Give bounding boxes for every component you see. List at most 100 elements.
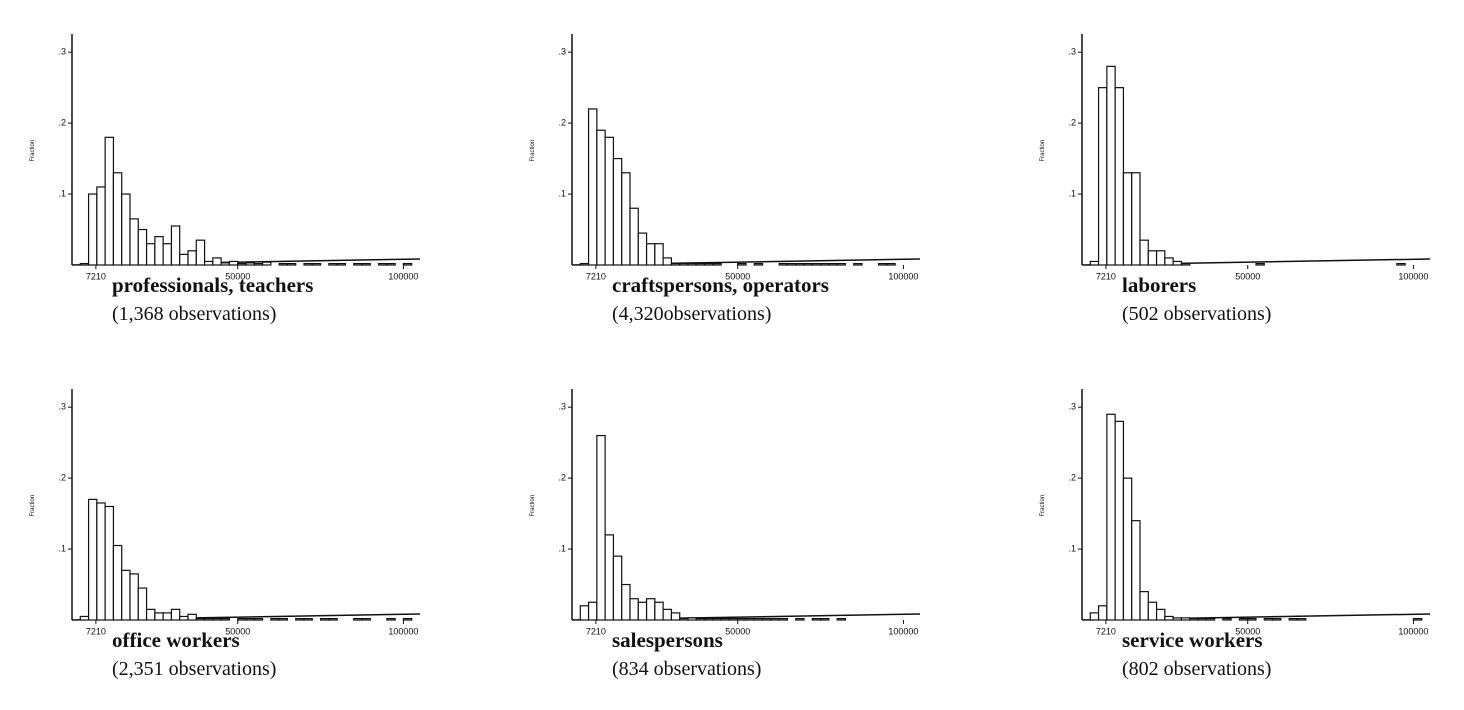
bar <box>645 243 656 266</box>
panel-subtitle: (2,351 observations) <box>112 658 276 680</box>
bar <box>1238 617 1249 621</box>
bar <box>121 193 131 266</box>
bar <box>703 262 714 266</box>
bar <box>720 617 731 621</box>
bar <box>1222 617 1232 621</box>
bar <box>228 260 239 266</box>
panel-subtitle: (502 observations) <box>1122 303 1271 325</box>
bar <box>212 257 222 266</box>
bar <box>828 262 838 266</box>
bar <box>1412 617 1423 621</box>
bar <box>187 250 197 266</box>
bar <box>1172 260 1183 266</box>
bar <box>670 612 681 621</box>
bar <box>311 262 322 266</box>
x-tick-label: 100000 <box>888 271 918 281</box>
bar <box>795 617 805 621</box>
bar <box>402 262 413 266</box>
bar <box>629 598 639 621</box>
x-tick-label: 7210 <box>1096 626 1116 636</box>
bar <box>1172 617 1183 621</box>
bar <box>654 601 664 621</box>
y-axis-label: Fraction <box>530 140 536 162</box>
bar <box>278 262 289 266</box>
y-tick-label: .2 <box>1068 118 1076 128</box>
y-tick-label: .1 <box>1068 543 1076 553</box>
y-tick-label: .1 <box>558 543 566 553</box>
bar <box>811 617 822 621</box>
y-tick-label: .2 <box>58 473 66 483</box>
bar <box>587 108 598 266</box>
bar <box>621 172 631 266</box>
bar <box>886 262 896 266</box>
bar <box>1155 250 1166 266</box>
x-tick-label: 7210 <box>586 271 606 281</box>
bar <box>1122 477 1133 621</box>
bar <box>836 617 847 621</box>
x-tick-label: 100000 <box>1398 626 1428 636</box>
x-tick-label: 50000 <box>1235 626 1260 636</box>
bar <box>353 617 363 621</box>
bar <box>712 262 722 266</box>
panel-subtitle: (4,320observations) <box>612 303 771 325</box>
bar <box>220 617 231 621</box>
bar <box>1131 172 1141 266</box>
y-tick-label: .1 <box>58 543 66 553</box>
x-tick-label: 7210 <box>586 626 606 636</box>
bar <box>1255 262 1265 266</box>
bar <box>1396 262 1406 266</box>
bar <box>803 262 813 266</box>
y-axis-label: Fraction <box>30 495 36 517</box>
bar <box>703 617 714 621</box>
bar <box>629 207 639 266</box>
bar <box>753 617 764 621</box>
bar <box>1089 260 1100 266</box>
panel-title: craftspersons, operators <box>612 273 829 297</box>
bar <box>303 262 313 266</box>
bar <box>687 617 697 621</box>
bar <box>811 262 822 266</box>
panel-title: office workers <box>112 628 240 652</box>
panel-title: salespersons <box>612 628 723 652</box>
bar <box>361 262 371 266</box>
x-tick-label: 7210 <box>86 626 106 636</box>
bar <box>695 617 706 621</box>
bar <box>1106 413 1116 621</box>
bar <box>1164 615 1174 621</box>
bar <box>162 243 173 266</box>
bar <box>170 225 181 266</box>
bar <box>1155 608 1166 621</box>
bar <box>778 262 789 266</box>
bar <box>237 262 247 266</box>
bar <box>662 257 673 266</box>
y-tick-label: .1 <box>1068 188 1076 198</box>
x-tick-label: 7210 <box>1096 271 1116 281</box>
bar <box>662 608 673 621</box>
bar <box>386 262 396 266</box>
bar <box>786 262 797 266</box>
bar <box>587 601 598 621</box>
bar <box>319 617 330 621</box>
bar <box>295 617 305 621</box>
bar <box>1131 520 1141 621</box>
bar <box>336 262 347 266</box>
bar <box>145 608 156 621</box>
bar <box>645 598 656 621</box>
bar <box>104 505 115 621</box>
bar <box>795 262 805 266</box>
bar <box>654 243 664 266</box>
bar <box>1139 591 1149 621</box>
bar <box>402 617 413 621</box>
bar <box>679 262 689 266</box>
bar <box>245 262 255 266</box>
panel-title: service workers <box>1122 628 1263 652</box>
bar <box>1247 617 1257 621</box>
bar <box>637 601 648 621</box>
bar <box>778 617 789 621</box>
bar <box>737 617 747 621</box>
bar <box>753 262 764 266</box>
bar <box>1114 420 1125 621</box>
bar <box>737 262 747 266</box>
y-tick-label: .2 <box>558 118 566 128</box>
panel-subtitle: (834 observations) <box>612 658 761 680</box>
